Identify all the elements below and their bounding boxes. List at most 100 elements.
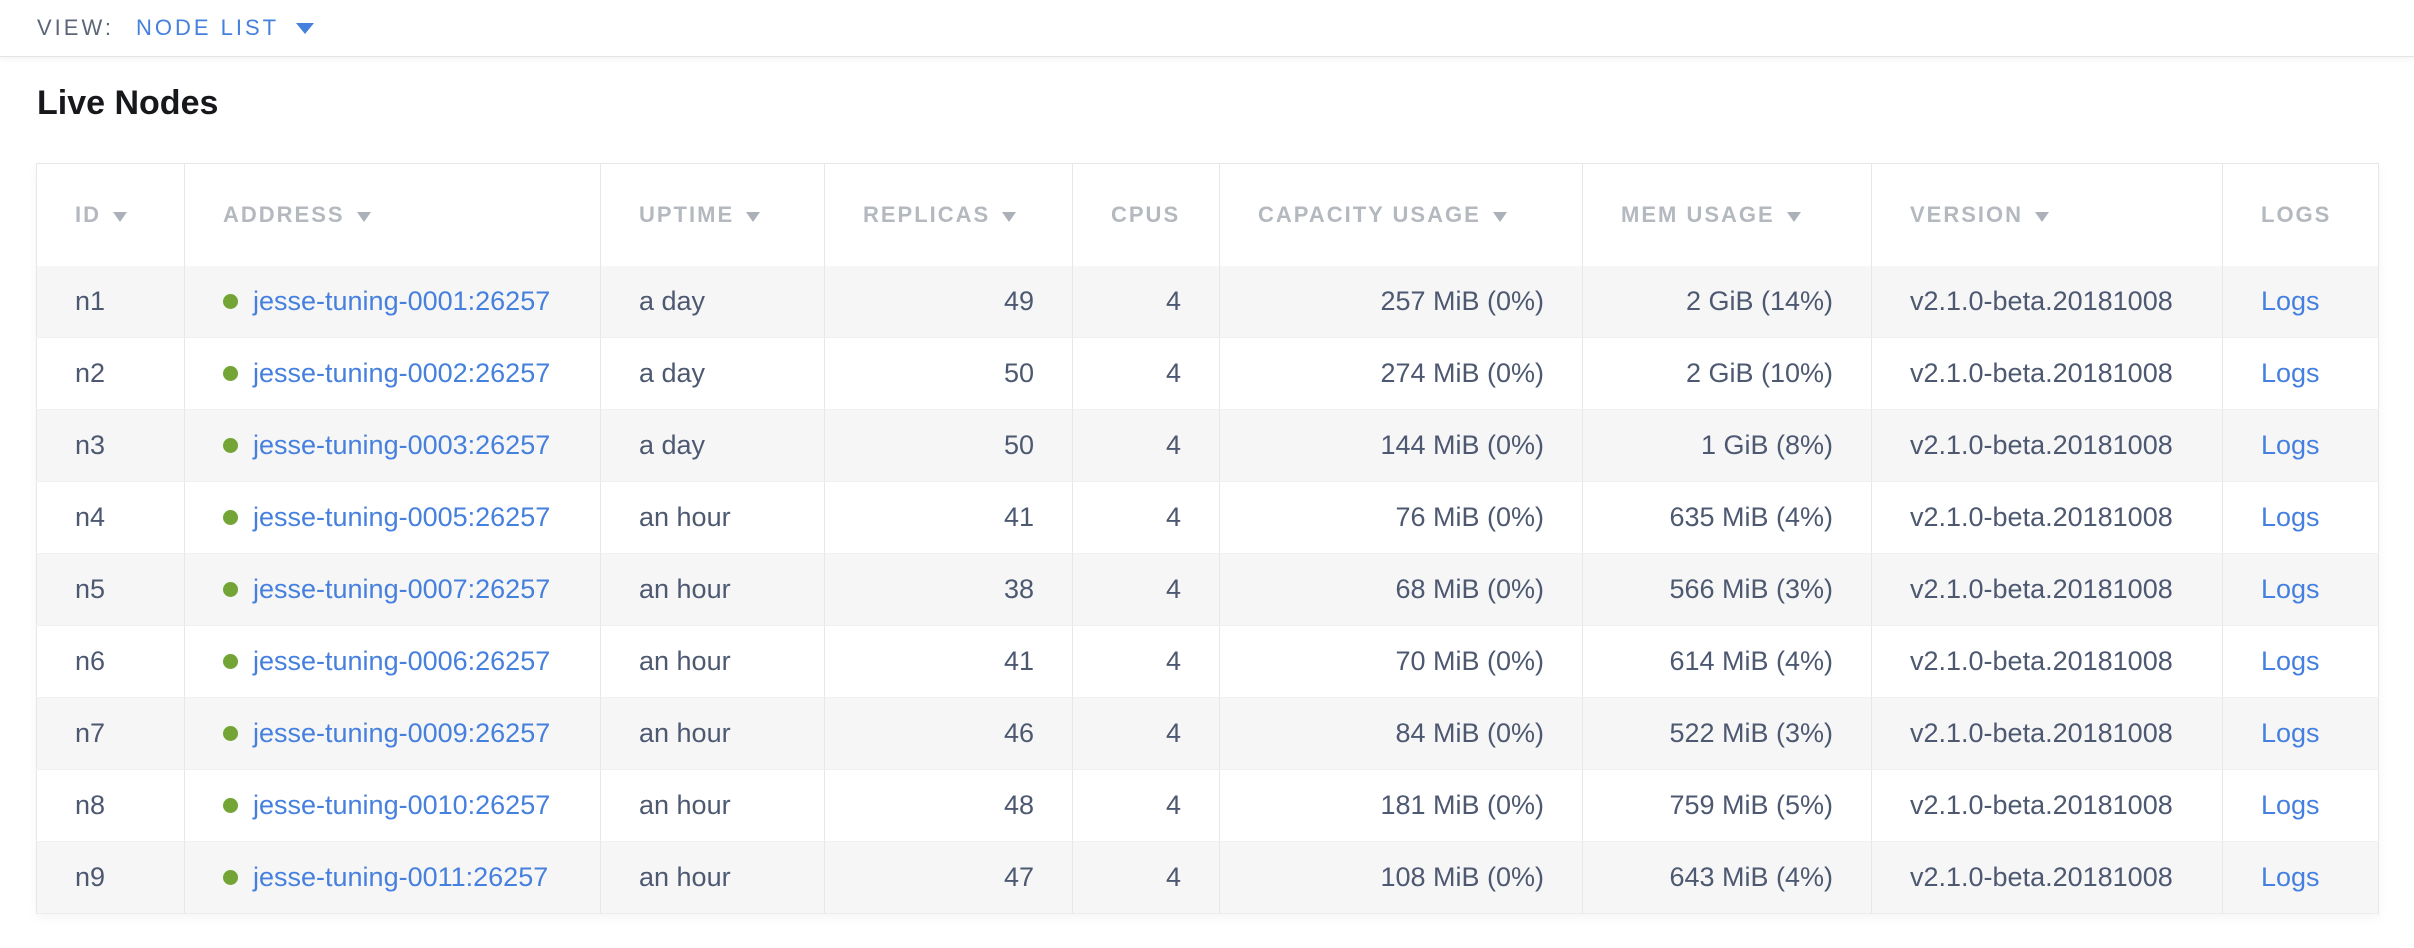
node-logs-cell: Logs — [2222, 841, 2379, 914]
node-id-cell: n3 — [36, 409, 185, 482]
node-cpus-cell: 4 — [1072, 265, 1220, 338]
node-replicas-cell: 49 — [824, 265, 1073, 338]
logs-link[interactable]: Logs — [2261, 574, 2320, 604]
node-mem-usage-cell: 2 GiB (14%) — [1582, 265, 1872, 338]
node-uptime-cell: an hour — [600, 841, 825, 914]
node-logs-cell: Logs — [2222, 481, 2379, 554]
node-id-cell: n6 — [36, 625, 185, 698]
node-cpus-cell: 4 — [1072, 481, 1220, 554]
node-live-status-icon — [223, 293, 238, 309]
column-header-logs: LOGS — [2222, 163, 2379, 266]
table-header-row: ID ADDRESS UPTIME REPLICAS CPUS CAPACITY… — [36, 163, 2379, 266]
node-id-cell: n8 — [36, 769, 185, 842]
node-uptime-cell: a day — [600, 409, 825, 482]
node-address-cell: jesse-tuning-0009:26257 — [184, 697, 601, 770]
column-header-cpus: CPUS — [1072, 163, 1220, 266]
node-uptime-cell: an hour — [600, 769, 825, 842]
node-mem-usage-cell: 522 MiB (3%) — [1582, 697, 1872, 770]
node-uptime-cell: an hour — [600, 553, 825, 626]
node-capacity-usage-cell: 257 MiB (0%) — [1219, 265, 1583, 338]
node-cpus-cell: 4 — [1072, 841, 1220, 914]
table-row: n4 jesse-tuning-0005:26257 an hour 41 4 … — [36, 481, 2379, 554]
logs-link[interactable]: Logs — [2261, 358, 2320, 388]
view-selector-dropdown[interactable]: NODE LIST — [135, 15, 280, 40]
table-row: n1 jesse-tuning-0001:26257 a day 49 4 25… — [36, 265, 2379, 338]
node-logs-cell: Logs — [2222, 697, 2379, 770]
chevron-down-icon[interactable] — [296, 22, 315, 34]
logs-link[interactable]: Logs — [2261, 790, 2320, 820]
live-nodes-table: ID ADDRESS UPTIME REPLICAS CPUS CAPACITY… — [36, 163, 2379, 914]
logs-link[interactable]: Logs — [2261, 430, 2320, 460]
node-live-status-icon — [223, 726, 238, 741]
column-header-replicas[interactable]: REPLICAS — [824, 163, 1073, 266]
table-row: n8 jesse-tuning-0010:26257 an hour 48 4 … — [36, 769, 2379, 842]
node-address-link[interactable]: jesse-tuning-0002:26257 — [253, 358, 551, 388]
sort-desc-icon — [356, 211, 371, 222]
sort-desc-icon — [1786, 211, 1801, 222]
node-live-status-icon — [223, 366, 238, 381]
column-header-uptime[interactable]: UPTIME — [600, 163, 825, 266]
column-header-version[interactable]: VERSION — [1871, 163, 2223, 266]
node-address-link[interactable]: jesse-tuning-0010:26257 — [253, 790, 551, 820]
logs-link[interactable]: Logs — [2261, 285, 2320, 316]
table-row: n5 jesse-tuning-0007:26257 an hour 38 4 … — [36, 553, 2379, 626]
node-mem-usage-cell: 759 MiB (5%) — [1582, 769, 1872, 842]
node-cpus-cell: 4 — [1072, 553, 1220, 626]
node-cpus-cell: 4 — [1072, 769, 1220, 842]
node-live-status-icon — [223, 870, 238, 885]
node-logs-cell: Logs — [2222, 553, 2379, 626]
node-live-status-icon — [223, 438, 238, 453]
node-address-cell: jesse-tuning-0011:26257 — [184, 841, 601, 914]
node-logs-cell: Logs — [2222, 265, 2379, 338]
node-id-cell: n7 — [36, 697, 185, 770]
logs-link[interactable]: Logs — [2261, 502, 2320, 532]
node-capacity-usage-cell: 84 MiB (0%) — [1219, 697, 1583, 770]
node-replicas-cell: 50 — [824, 337, 1073, 410]
node-replicas-cell: 41 — [824, 481, 1073, 554]
node-mem-usage-cell: 2 GiB (10%) — [1582, 337, 1872, 410]
node-address-link[interactable]: jesse-tuning-0007:26257 — [253, 574, 551, 604]
node-address-link[interactable]: jesse-tuning-0011:26257 — [253, 862, 549, 892]
node-cpus-cell: 4 — [1072, 337, 1220, 410]
node-cpus-cell: 4 — [1072, 697, 1220, 770]
column-header-capacity-usage[interactable]: CAPACITY USAGE — [1219, 163, 1583, 266]
node-version-cell: v2.1.0-beta.20181008 — [1871, 841, 2223, 914]
node-capacity-usage-cell: 181 MiB (0%) — [1219, 769, 1583, 842]
sort-desc-icon — [2035, 211, 2050, 222]
node-mem-usage-cell: 1 GiB (8%) — [1582, 409, 1872, 482]
node-logs-cell: Logs — [2222, 409, 2379, 482]
logs-link[interactable]: Logs — [2261, 862, 2320, 892]
node-address-cell: jesse-tuning-0002:26257 — [184, 337, 601, 410]
node-capacity-usage-cell: 144 MiB (0%) — [1219, 409, 1583, 482]
node-live-status-icon — [223, 582, 238, 597]
node-replicas-cell: 38 — [824, 553, 1073, 626]
node-replicas-cell: 41 — [824, 625, 1073, 698]
logs-link[interactable]: Logs — [2261, 718, 2320, 748]
node-replicas-cell: 50 — [824, 409, 1073, 482]
node-address-link[interactable]: jesse-tuning-0003:26257 — [253, 430, 551, 460]
node-address-link[interactable]: jesse-tuning-0001:26257 — [253, 285, 551, 316]
table-row: n9 jesse-tuning-0011:26257 an hour 47 4 … — [36, 841, 2379, 914]
node-version-cell: v2.1.0-beta.20181008 — [1871, 697, 2223, 770]
column-header-mem-usage[interactable]: MEM USAGE — [1582, 163, 1872, 266]
node-capacity-usage-cell: 108 MiB (0%) — [1219, 841, 1583, 914]
node-mem-usage-cell: 643 MiB (4%) — [1582, 841, 1872, 914]
node-live-status-icon — [223, 510, 238, 525]
column-header-id[interactable]: ID — [36, 163, 185, 266]
node-address-link[interactable]: jesse-tuning-0006:26257 — [253, 646, 551, 676]
node-address-cell: jesse-tuning-0001:26257 — [184, 265, 601, 338]
node-address-link[interactable]: jesse-tuning-0005:26257 — [253, 502, 551, 532]
column-header-address[interactable]: ADDRESS — [184, 163, 601, 266]
node-version-cell: v2.1.0-beta.20181008 — [1871, 337, 2223, 410]
node-uptime-cell: an hour — [600, 625, 825, 698]
node-id-cell: n4 — [36, 481, 185, 554]
node-cpus-cell: 4 — [1072, 409, 1220, 482]
node-replicas-cell: 46 — [824, 697, 1073, 770]
view-bar: VIEW: NODE LIST — [0, 0, 2414, 57]
page-title: Live Nodes — [37, 84, 219, 122]
logs-link[interactable]: Logs — [2261, 646, 2320, 676]
node-address-cell: jesse-tuning-0006:26257 — [184, 625, 601, 698]
node-address-link[interactable]: jesse-tuning-0009:26257 — [253, 718, 551, 748]
node-capacity-usage-cell: 70 MiB (0%) — [1219, 625, 1583, 698]
node-version-cell: v2.1.0-beta.20181008 — [1871, 769, 2223, 842]
